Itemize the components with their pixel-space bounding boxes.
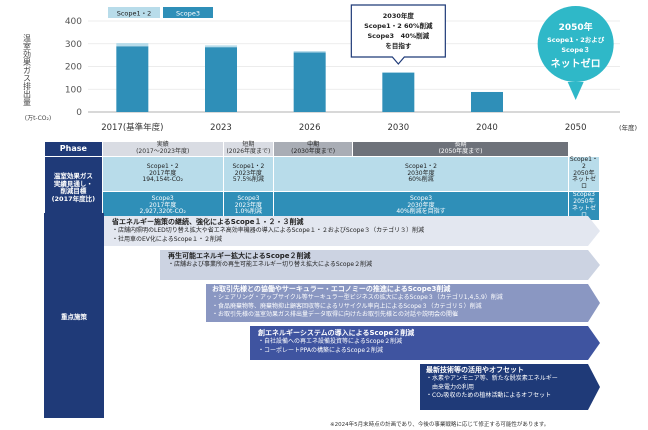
- scope3-2023-cell: Scope3 2023年度 1.0%削減: [222, 191, 275, 221]
- legend-swatch: [108, 7, 160, 18]
- measure-2: 再生可能エネルギー拡大によるScope２削減 ・店舗および事業所の再生可能エネル…: [168, 252, 372, 270]
- y-tick-label: 0: [76, 108, 82, 118]
- emissions-bar-chart: 0 100 200 300 400 温室効果ガス排出量 (万t-CO₂) 2017(基準年度)…: [23, 4, 637, 133]
- legend-label: Scope1・2: [117, 10, 152, 18]
- y-tick-label: 200: [65, 63, 82, 73]
- bar-scope3: [471, 91, 503, 112]
- measure-5-body: ・水素やアンモニア等、新たな脱炭素エネルギー 由来電力の利用 ・CO₂吸収のため…: [426, 375, 558, 399]
- measure-4-title: 創エネルギーシステムの導入によるScope２削減: [258, 329, 415, 337]
- footnote: ※2024年5月末時点の計画であり、今後の事業戦略に応じて修正する可能性がありま…: [330, 422, 550, 428]
- callout-2050-circle: [537, 6, 614, 82]
- measure-4-body: ・自社設備への再エネ設備投資等によるScope２削減 ・コーポレートPPAの構築…: [258, 338, 403, 354]
- x-tick-label: 2026: [299, 123, 321, 133]
- scope12-2017-cell: Scope1・2 2017年度 194,154t-CO₂: [101, 155, 224, 193]
- legend-label: Scope3: [176, 10, 200, 18]
- scope12-2050-cell: Scope1・2 2050年 ネットゼロ: [567, 155, 601, 193]
- callout-2050-line: Scope1・2および: [547, 35, 605, 44]
- callout-2050-line: 2050年: [559, 21, 593, 33]
- measure-3-body: ・シェアリング・アップサイクル等サーキュラー型ビジネスの拡大によるScope３（…: [212, 294, 503, 318]
- scope3-2030-cell: Scope3 2030年度 40%削減を目指す: [273, 191, 569, 221]
- phase-actual: 実績 (2017～2023年度): [101, 141, 224, 157]
- callout-2030-line: 2030年度: [383, 11, 415, 20]
- x-tick-label: 2040: [476, 123, 498, 133]
- x-tick-label: 2023: [210, 123, 232, 133]
- measure-1-title: 省エネルギー施策の継続、強化によるScope１・２・３削減: [112, 218, 304, 226]
- measure-2-body: ・店舗および事業所の再生可能エネルギー切り替え拡大によるScope２削減: [168, 261, 373, 269]
- callout-2050-line: Scope３: [561, 46, 590, 54]
- measure-4: 創エネルギーシステムの導入によるScope２削減 ・自社設備への再エネ設備投資等…: [258, 329, 414, 355]
- phase-mid: 中期 (2030年度まで): [273, 141, 354, 157]
- targets-row-label: 温室効果ガス 実績見通し・ 削減目標 (2017年度比): [44, 155, 103, 221]
- scope3-2017-cell: Scope3 2017年度 2,927,320t-CO₂: [101, 191, 224, 221]
- x-axis-unit: (年度): [619, 123, 637, 132]
- measure-3: お取引先様との協働やサーキュラー・エコノミーの推進によるScope3削減 ・シェ…: [212, 285, 503, 319]
- bar-scope3: [293, 52, 326, 112]
- x-tick-label: 2017(基準年度): [101, 122, 163, 133]
- y-tick-label: 100: [65, 85, 82, 95]
- measure-5-title: 最新技術等の活用やオフセット: [426, 366, 524, 374]
- measure-3-title: お取引先様との協働やサーキュラー・エコノミーの推進によるScope3削減: [212, 285, 451, 293]
- y-axis-label: 温室効果ガス排出量: [23, 34, 32, 106]
- measures-label: 重点施策: [44, 213, 104, 418]
- x-tick-label: 2050: [565, 123, 587, 133]
- bar-scope3: [116, 46, 149, 112]
- bar-scope12: [205, 45, 237, 48]
- measure-5: 最新技術等の活用やオフセット ・水素やアンモニア等、新たな脱炭素エネルギー 由来…: [426, 366, 558, 400]
- callout-2030-box: [350, 4, 446, 65]
- measure-2-title: 再生可能エネルギー拡大によるScope２削減: [168, 252, 311, 260]
- callout-2030-line: Scope1・2 60%削減: [364, 21, 433, 30]
- measure-1: 省エネルギー施策の継続、強化によるScope１・２・３削減 ・店舗内照明のLED…: [112, 218, 424, 244]
- scope12-2030-cell: Scope1・2 2030年度 60%削減: [273, 155, 569, 193]
- x-tick-label: 2030: [388, 123, 410, 133]
- phase-short: 短期 (2026年度まで): [222, 141, 275, 157]
- bar-scope3: [382, 72, 415, 112]
- bar-scope3: [205, 47, 237, 112]
- callout-2030-line: を目指す: [385, 41, 412, 50]
- phase-table: Phase 実績 (2017～2023年度) 短期 (2026年度まで) 中期 (20…: [44, 141, 601, 221]
- phase-long: 長期 (2050年度まで): [352, 141, 569, 157]
- y-tick-label: 400: [65, 17, 82, 27]
- callout-2050-pointer: [567, 82, 584, 100]
- phase-header: Phase: [44, 141, 103, 157]
- y-tick-label: 300: [65, 40, 82, 50]
- scope12-2023-cell: Scope1・2 2023年度 57.5%削減: [222, 155, 275, 193]
- bar-scope12: [116, 43, 149, 47]
- callout-2030-line: Scope3 40%削減: [368, 31, 430, 40]
- legend-swatch: [163, 7, 213, 18]
- measure-1-body: ・店舗内照明のLED切り替え拡大や省エネ高効率機器の導入によるScope１・２お…: [112, 227, 425, 243]
- scope3-2050-cell: Scope3 2050年 ネットゼロ: [567, 191, 601, 221]
- callout-2050-line: ネットゼロ: [551, 57, 601, 70]
- y-axis-unit: (万t-CO₂): [25, 115, 52, 122]
- bar-scope12: [293, 51, 326, 53]
